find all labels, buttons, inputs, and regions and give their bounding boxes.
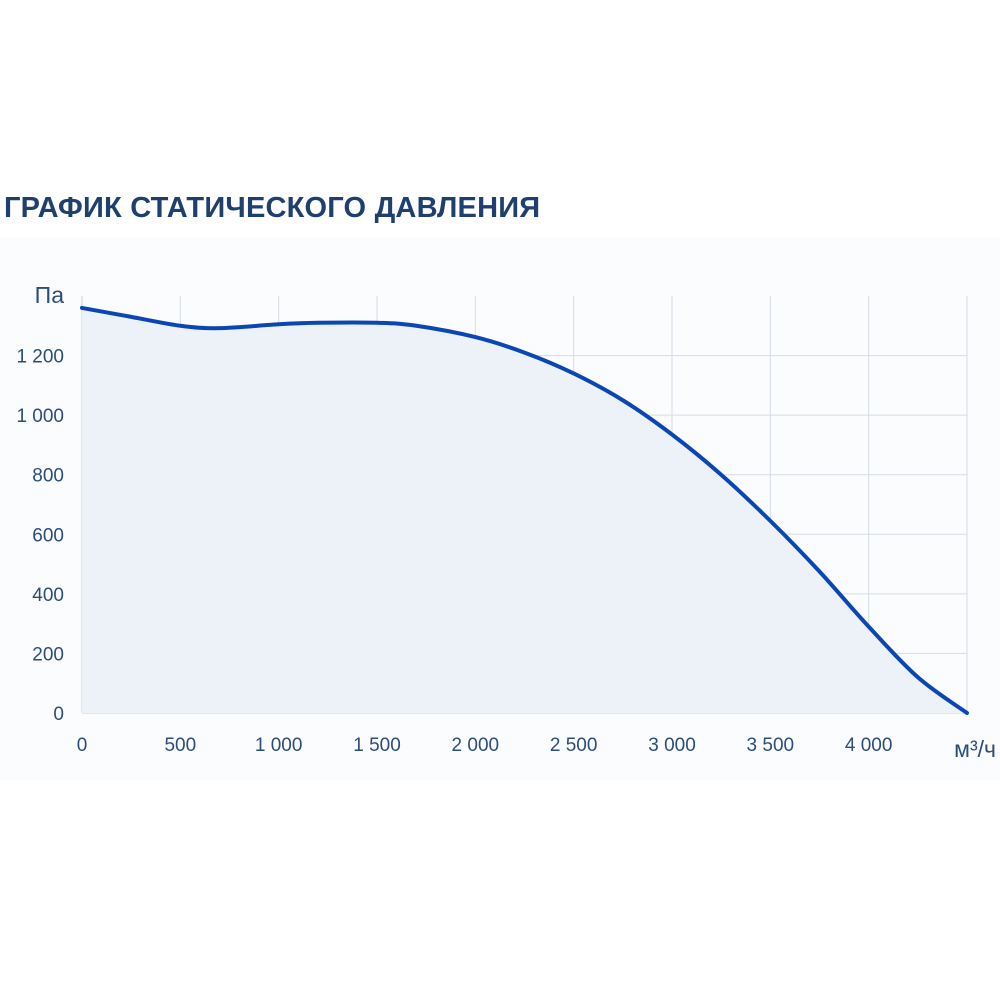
x-tick-label: 0 bbox=[77, 735, 88, 756]
y-tick-label: 600 bbox=[32, 525, 64, 546]
series-area-fill bbox=[82, 307, 967, 713]
series-line bbox=[80, 305, 969, 715]
chart-title: ГРАФИК СТАТИЧЕСКОГО ДАВЛЕНИЯ bbox=[4, 192, 541, 224]
x-tick-label: 1 500 bbox=[353, 735, 401, 756]
line-layer bbox=[80, 305, 969, 715]
area-layer bbox=[82, 307, 967, 713]
x-tick-label: 4 000 bbox=[845, 735, 893, 756]
y-axis-unit-label: Па bbox=[35, 282, 65, 308]
x-tick-label: 2 000 bbox=[452, 735, 500, 756]
y-tick-label: 400 bbox=[32, 585, 64, 606]
y-tick-label: 200 bbox=[32, 644, 64, 665]
y-tick-label: 800 bbox=[32, 466, 64, 487]
y-tick-label: 1 200 bbox=[16, 347, 64, 368]
x-tick-label: 2 500 bbox=[550, 735, 598, 756]
x-tick-label: 500 bbox=[164, 735, 196, 756]
x-tick-label: 3 000 bbox=[648, 735, 696, 756]
x-axis-unit-label: м³/ч bbox=[954, 736, 996, 762]
x-tick-labels: 0 500 1 000 1 500 2 000 2 500 3 000 3 500 4 000 bbox=[77, 735, 893, 756]
y-tick-label: 1 000 bbox=[16, 406, 64, 427]
y-tick-label: 0 bbox=[53, 704, 64, 725]
y-tick-labels: 0 200 400 600 800 1 000 1 200 bbox=[16, 347, 64, 725]
x-tick-label: 1 000 bbox=[255, 735, 303, 756]
x-tick-label: 3 500 bbox=[747, 735, 795, 756]
